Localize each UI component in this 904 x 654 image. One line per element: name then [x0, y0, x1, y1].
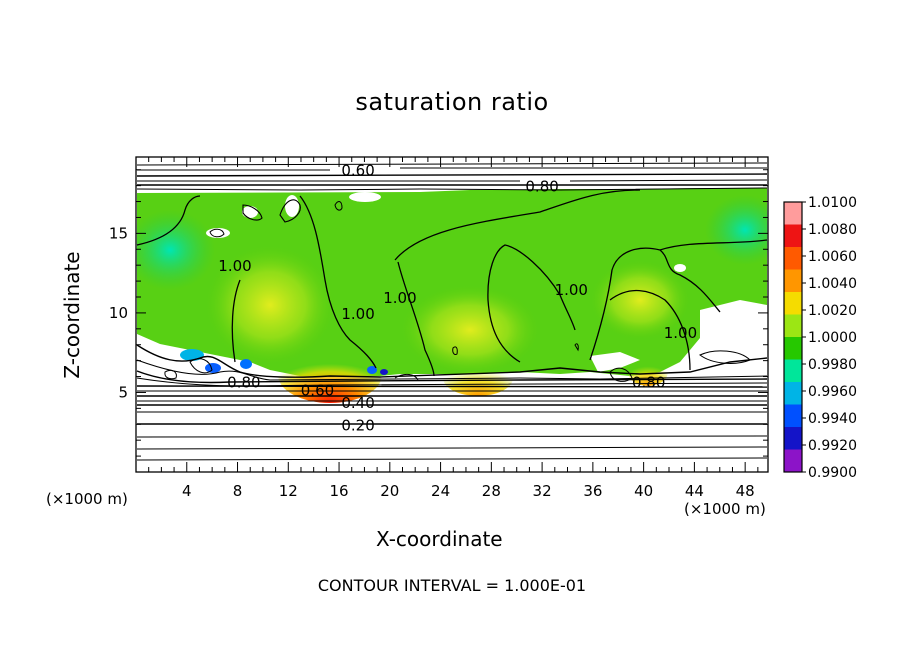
x-tick-label: 4	[182, 482, 192, 500]
field-bright-mid	[400, 285, 540, 375]
saturation-field	[136, 188, 768, 403]
colorbar-tick-label: 1.0060	[808, 249, 857, 265]
x-axis-label: X-coordinate	[376, 527, 503, 551]
field-blue-patch-2	[240, 359, 252, 369]
field-white-hole-1	[285, 195, 299, 217]
field-bright-center	[205, 245, 335, 365]
colorbar-tick-label: 1.0040	[808, 276, 857, 292]
contour-label: 0.60	[301, 381, 334, 399]
y-tick-label: 5	[118, 383, 128, 401]
colorbar: 1.0100 1.0080 1.0060 1.0040 1.0020 1.0000 0.99…	[783, 195, 857, 481]
contour-label: 0.40	[341, 394, 374, 412]
colorbar-tick-label: 1.0000	[808, 330, 857, 346]
colorbar-tick-label: 0.9940	[808, 411, 857, 427]
contour-label: 0.60	[341, 162, 374, 180]
x-tick-label: 48	[736, 482, 755, 500]
y-tick-labels: 5 10 15	[109, 224, 128, 401]
field-blue-patch-1	[205, 363, 221, 373]
contour-label: 0.20	[341, 416, 374, 434]
contour-labels: 0.60 0.80 1.00 1.00 1.00 1.00 1.00 0.80 0.60 0.40…	[218, 162, 697, 435]
colorbar-tick-label: 0.9920	[808, 438, 857, 454]
field-white-hole-4	[349, 192, 381, 202]
x-tick-label: 36	[583, 482, 602, 500]
field-white-hole-2	[242, 206, 258, 218]
x-tick-label: 32	[533, 482, 552, 500]
x-tick-label: 20	[380, 482, 399, 500]
colorbar-swatch	[784, 247, 802, 270]
colorbar-tick-label: 0.9980	[808, 357, 857, 373]
field-white-hole-5	[674, 264, 686, 272]
x-tick-label: 12	[279, 482, 298, 500]
y-tick-marks	[136, 169, 768, 457]
x-tick-label: 28	[482, 482, 501, 500]
contour-label: 1.00	[218, 257, 251, 275]
x-tick-labels: 4 8 12 16 20 24 28 32 36 40 44 48	[182, 482, 755, 500]
x-tick-label: 44	[685, 482, 704, 500]
x-tick-marks	[148, 157, 759, 472]
x-unit-label-right: (×1000 m)	[684, 500, 766, 518]
colorbar-tick-label: 0.9960	[808, 384, 857, 400]
colorbar-swatch	[784, 202, 802, 225]
contour-label: 1.00	[383, 289, 416, 307]
x-unit-label-left: (×1000 m)	[46, 490, 128, 508]
x-tick-label: 24	[431, 482, 450, 500]
field-teal-left	[136, 210, 215, 290]
colorbar-swatch	[784, 449, 802, 473]
contour-label: 1.00	[341, 305, 374, 323]
colorbar-swatch	[784, 337, 802, 360]
colorbar-swatch	[784, 427, 802, 450]
y-axis-label: Z-coordinate	[60, 251, 84, 379]
contour-label: 0.80	[525, 178, 558, 196]
x-tick-label: 40	[634, 482, 653, 500]
x-tick-label: 8	[233, 482, 243, 500]
contour-label: 0.80	[632, 373, 665, 391]
field-bright-right	[590, 260, 690, 340]
colorbar-swatch	[784, 359, 802, 383]
colorbar-tick-label: 1.0080	[808, 222, 857, 238]
colorbar-swatch	[784, 269, 802, 293]
colorbar-tick-label: 1.0020	[808, 303, 857, 319]
colorbar-swatch	[784, 382, 802, 405]
colorbar-swatch	[784, 314, 802, 338]
field-blue-patch-3	[367, 366, 377, 374]
contour-lines	[136, 162, 768, 461]
contour-label: 0.80	[227, 373, 260, 391]
field-white-hole-7	[590, 352, 640, 372]
field-white-hole-6	[700, 300, 767, 352]
field-navy-patch	[380, 369, 388, 375]
colorbar-swatch	[784, 224, 802, 248]
colorbar-swatch	[784, 404, 802, 428]
colorbar-tick-label: 0.9900	[808, 465, 857, 481]
colorbar-tick-label: 1.0100	[808, 195, 857, 211]
y-tick-label: 15	[109, 224, 128, 242]
chart-title: saturation ratio	[355, 88, 549, 116]
contour-interval-note: CONTOUR INTERVAL = 1.000E-01	[317, 576, 587, 595]
plot-border	[135, 156, 769, 473]
contour-label: 1.00	[664, 324, 697, 342]
colorbar-swatch	[784, 292, 802, 315]
x-tick-label: 16	[330, 482, 349, 500]
field-hot-spot-1	[278, 347, 382, 403]
field-teal-right	[705, 195, 768, 265]
y-tick-label: 10	[109, 304, 128, 322]
contour-label: 1.00	[555, 281, 588, 299]
